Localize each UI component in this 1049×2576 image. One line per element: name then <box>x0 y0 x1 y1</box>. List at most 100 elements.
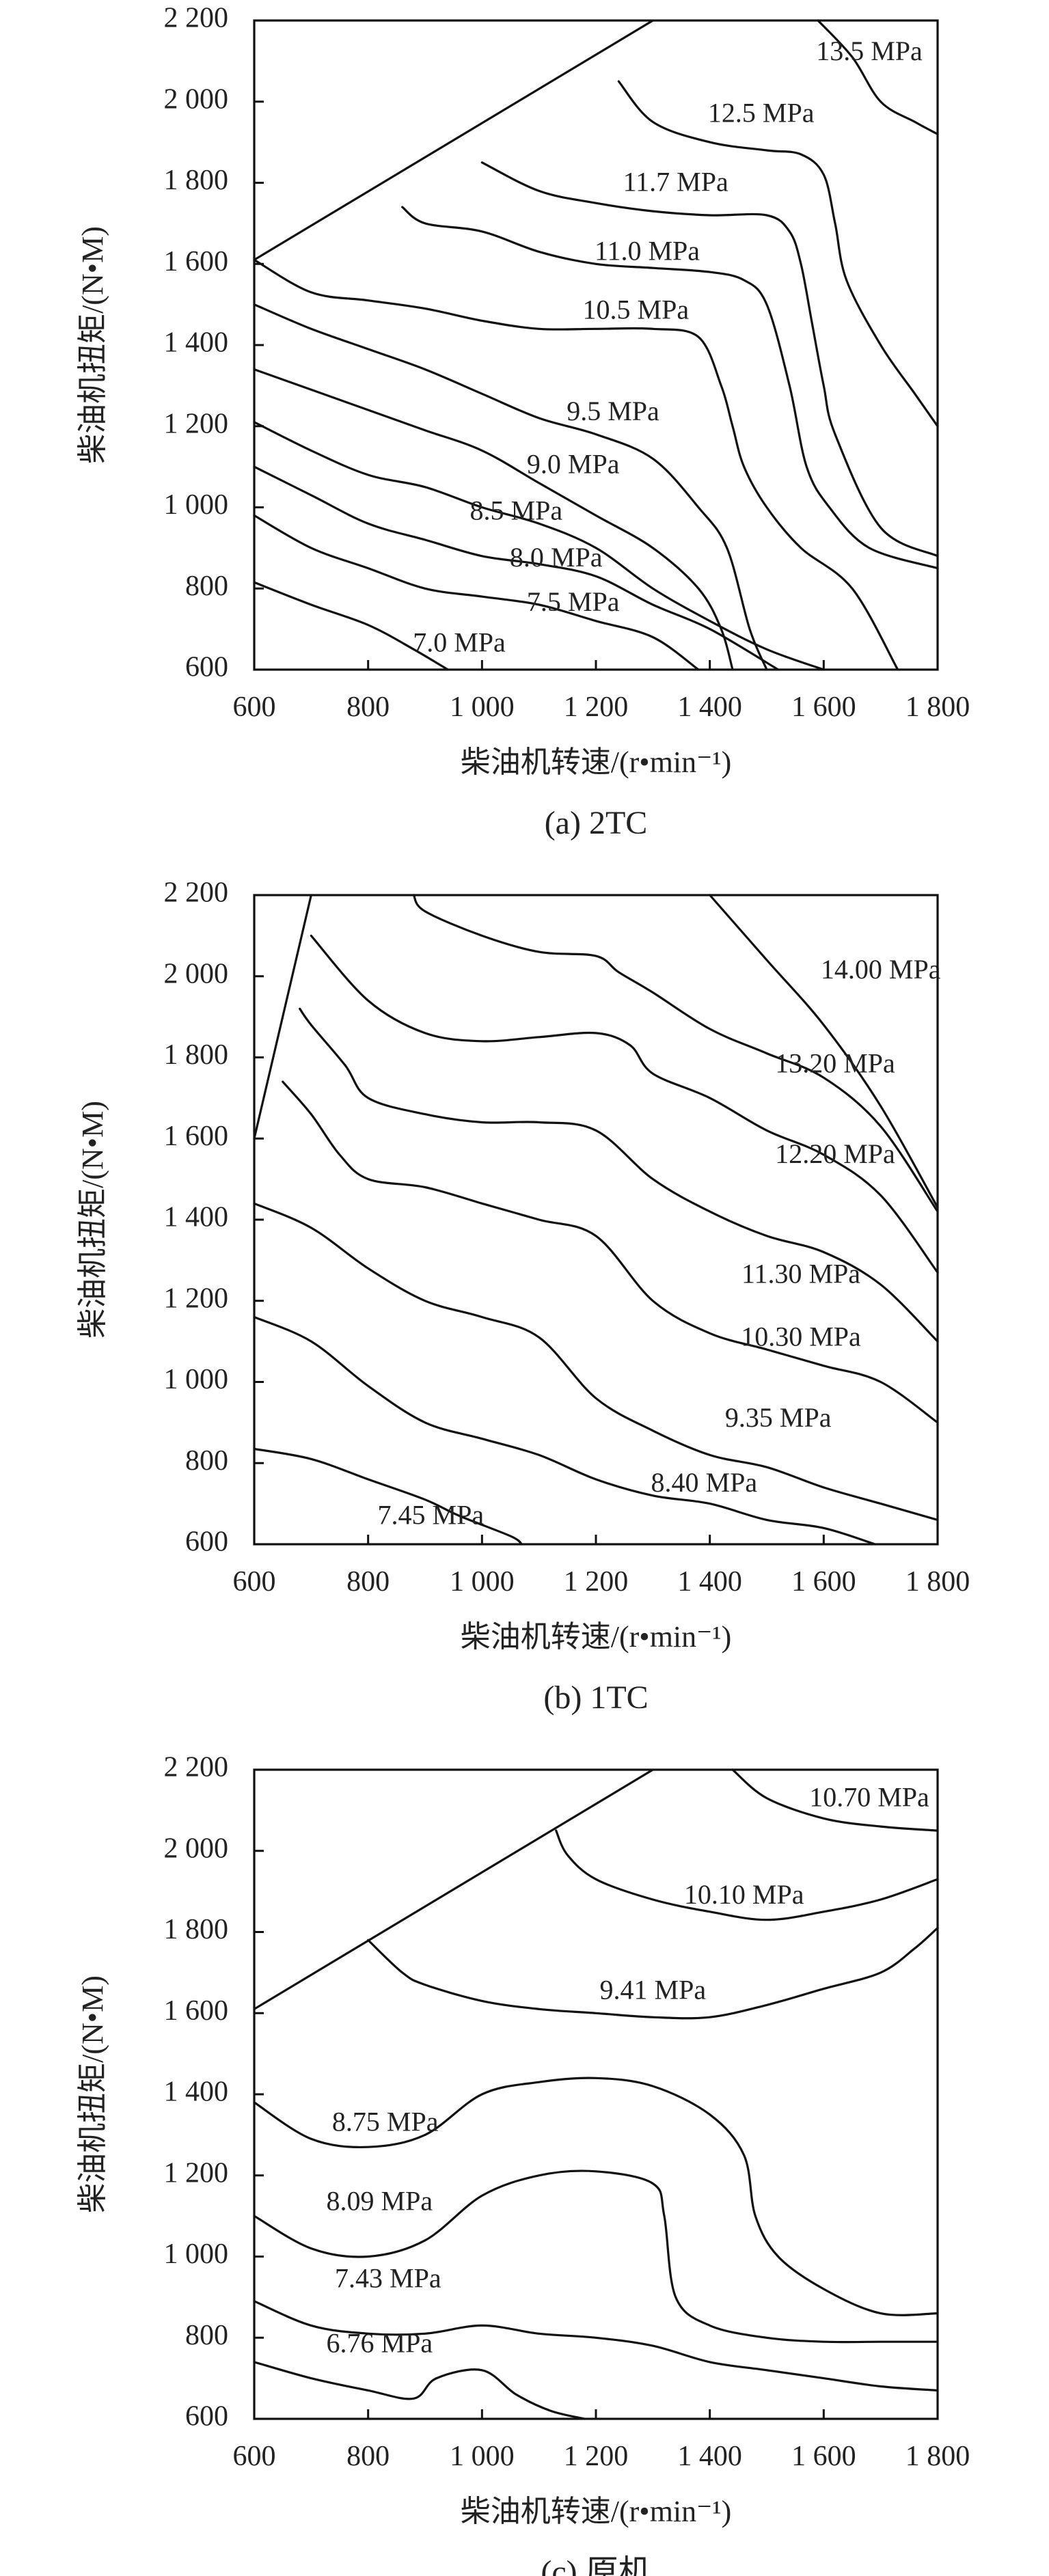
x-tick-label: 600 <box>233 2441 276 2472</box>
contour-line <box>299 1007 939 1343</box>
contour-label: 8.75 MPa <box>332 2107 439 2137</box>
contour-label: 7.0 MPa <box>413 627 506 658</box>
contour-label: 9.41 MPa <box>600 1975 707 2005</box>
x-tick-label: 1 800 <box>905 1566 970 1598</box>
contour-line <box>617 80 939 428</box>
contour-label: 13.20 MPa <box>775 1048 895 1079</box>
y-tick-label: 800 <box>185 1445 228 1477</box>
y-tick-label: 1 200 <box>164 2157 229 2189</box>
y-tick-label: 800 <box>185 2320 228 2351</box>
contour-line <box>253 368 734 671</box>
y-tick-label: 2 200 <box>164 3 229 34</box>
y-axis-label: 柴油机扭矩/(N•M) <box>76 1975 109 2213</box>
contour-label: 8.5 MPa <box>470 495 563 526</box>
panel-caption: (c) 原机 <box>541 2554 651 2576</box>
plot-frame <box>253 894 939 1546</box>
x-axis-label: 柴油机转速/(r•min⁻¹) <box>461 2495 731 2528</box>
contour-line <box>253 258 899 671</box>
y-axis-label: 柴油机扭矩/(N•M) <box>76 1101 109 1339</box>
contour-line <box>253 465 780 671</box>
contour-line <box>253 1315 876 1546</box>
y-tick-label: 1 400 <box>164 2077 229 2108</box>
boundary-line <box>253 894 312 1140</box>
y-tick-label: 800 <box>185 571 228 602</box>
contour-line <box>555 1829 939 1921</box>
x-tick-label: 800 <box>346 691 390 723</box>
y-tick-label: 1 200 <box>164 408 229 439</box>
contour-line <box>253 1447 523 1546</box>
contour-line <box>253 2361 586 2420</box>
x-tick-label: 600 <box>233 1566 276 1598</box>
y-tick-label: 1 800 <box>164 1039 229 1071</box>
x-axis-label: 柴油机转速/(r•min⁻¹) <box>461 1620 731 1654</box>
panel-caption: (a) 2TC <box>545 805 648 841</box>
y-tick-label: 1 600 <box>164 1995 229 2027</box>
y-tick-label: 1 000 <box>164 489 229 521</box>
x-tick-label: 1 400 <box>677 691 742 723</box>
contour-chart-1tc: 7.45 MPa 8.40 MPa 9.35 MPa 10.30 MPa 11.30 M… <box>76 877 970 1716</box>
panel-caption: (b) 1TC <box>543 1680 648 1716</box>
contour-line <box>253 1202 939 1521</box>
x-tick-label: 1 600 <box>791 691 856 723</box>
contour-chart-2tc: 7.0 MPa 7.5 MPa 8.0 MPa 8.5 MPa 9.0 MPa 9.5 M… <box>76 3 970 841</box>
y-tick-label: 600 <box>185 2401 228 2433</box>
contour-line <box>401 206 939 570</box>
x-tick-label: 800 <box>346 2441 390 2472</box>
contour-line <box>310 934 939 1274</box>
x-axis-label: 柴油机转速/(r•min⁻¹) <box>461 745 731 779</box>
contour-line <box>817 19 939 135</box>
y-tick-label: 2 000 <box>164 83 229 115</box>
x-tick-label: 1 600 <box>791 2441 856 2472</box>
x-tick-label: 1 200 <box>564 691 629 723</box>
y-tick-label: 1 400 <box>164 1202 229 1233</box>
x-tick-label: 800 <box>346 1566 390 1598</box>
y-tick-label: 1 400 <box>164 327 229 359</box>
contour-line <box>253 581 449 671</box>
contour-label: 12.20 MPa <box>775 1138 895 1169</box>
contour-label: 10.30 MPa <box>741 1321 861 1352</box>
contour-label: 8.0 MPa <box>510 542 603 573</box>
x-tick-label: 1 200 <box>564 2441 629 2472</box>
contour-label: 11.30 MPa <box>741 1258 860 1289</box>
y-tick-label: 600 <box>185 652 228 683</box>
y-tick-label: 600 <box>185 1526 228 1558</box>
contour-label: 9.35 MPa <box>725 1402 832 1433</box>
contour-label: 8.40 MPa <box>651 1467 758 1498</box>
contour-label: 7.45 MPa <box>378 1500 485 1531</box>
contour-label: 13.5 MPa <box>816 36 923 66</box>
boundary-line <box>253 19 654 261</box>
x-tick-label: 1 000 <box>450 2441 515 2472</box>
contour-label: 6.76 MPa <box>327 2327 433 2358</box>
contour-label: 9.0 MPa <box>527 448 620 479</box>
contour-line <box>253 2077 939 2316</box>
contour-line <box>253 303 768 671</box>
contour-label: 9.5 MPa <box>567 396 659 426</box>
x-tick-label: 1 400 <box>677 1566 742 1598</box>
y-tick-label: 2 000 <box>164 958 229 989</box>
contour-label: 10.5 MPa <box>583 294 690 325</box>
contour-label: 11.7 MPa <box>623 167 728 197</box>
y-tick-label: 1 800 <box>164 1914 229 1945</box>
contour-chart-original: 6.76 MPa 7.43 MPa 8.09 MPa 8.75 MPa 9.41 MPa… <box>76 1752 970 2576</box>
y-axis-label: 柴油机扭矩/(N•M) <box>76 226 109 464</box>
contour-line <box>731 1768 939 1832</box>
y-tick-label: 1 200 <box>164 1283 229 1314</box>
x-tick-label: 1 600 <box>791 1566 856 1598</box>
contour-label: 7.5 MPa <box>527 586 620 617</box>
contour-line <box>480 161 939 558</box>
contour-line <box>412 894 939 1213</box>
contour-line <box>367 1927 939 2020</box>
y-tick-label: 1 000 <box>164 1364 229 1395</box>
contour-label: 10.10 MPa <box>684 1879 804 1910</box>
x-tick-label: 1 800 <box>905 691 970 723</box>
contour-line <box>253 421 825 671</box>
contour-label: 14.00 MPa <box>821 954 941 985</box>
x-tick-label: 1 400 <box>677 2441 742 2472</box>
contour-label: 7.43 MPa <box>335 2262 441 2293</box>
plot-frame <box>253 1768 939 2420</box>
contour-label: 12.5 MPa <box>708 98 815 128</box>
contour-line <box>253 2300 939 2392</box>
contour-line <box>709 894 939 1209</box>
x-tick-label: 1 000 <box>450 1566 515 1598</box>
